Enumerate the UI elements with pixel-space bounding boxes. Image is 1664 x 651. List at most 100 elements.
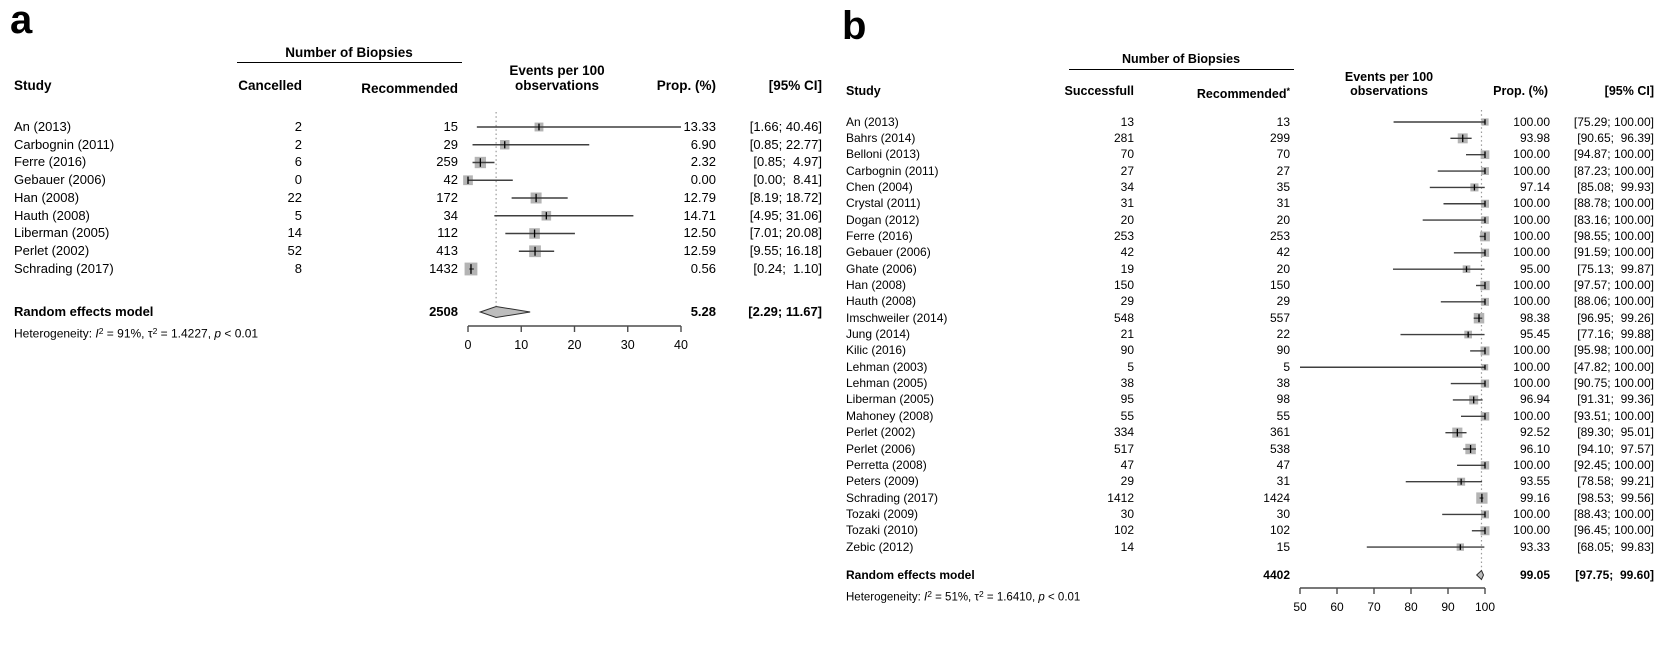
proportion-value: 12.59 <box>683 243 716 259</box>
recommended-count: 29 <box>443 136 458 152</box>
proportion-value: 100.00 <box>1513 278 1550 293</box>
study-name: Chen (2004) <box>846 179 913 194</box>
study-name: Gebauer (2006) <box>846 245 931 260</box>
study-name: Ghate (2006) <box>846 261 917 276</box>
recommended-column-header: Recommended <box>318 79 458 97</box>
confidence-interval-value: [94.10; 97.57] <box>1577 441 1654 456</box>
prop-column-header: Prop. (%) <box>656 78 716 93</box>
heterogeneity-segment: p <box>1038 591 1045 604</box>
confidence-interval-value: [90.75; 100.00] <box>1573 376 1654 391</box>
heterogeneity-segment: < 0.01 <box>221 326 259 341</box>
proportion-value: 6.90 <box>690 136 716 152</box>
recommended-count: 13 <box>1276 114 1290 129</box>
cancelled-count: 22 <box>287 189 302 205</box>
successful-count: 29 <box>1120 474 1134 489</box>
heterogeneity-segment: I <box>924 591 928 604</box>
heterogeneity-segment: 2 <box>927 588 932 599</box>
successful-count: 95 <box>1120 392 1134 407</box>
proportion-value: 12.79 <box>683 189 716 205</box>
recommended-count: 20 <box>1276 261 1290 276</box>
recommended-count: 42 <box>1276 245 1290 260</box>
confidence-interval-value: [75.29; 100.00] <box>1573 114 1654 129</box>
proportion-value: 93.98 <box>1519 130 1550 145</box>
recommended-column-header-sup: * <box>1286 86 1290 96</box>
cancelled-count: 6 <box>294 154 302 170</box>
proportion-value: 2.32 <box>690 154 716 170</box>
proportion-value: 100.00 <box>1513 147 1550 162</box>
study-name: Perlet (2002) <box>846 425 916 440</box>
axis-tick-label: 0 <box>465 338 472 352</box>
heterogeneity-segment: = 1.4227, <box>157 326 215 341</box>
proportion-value: 98.38 <box>1519 310 1550 325</box>
cancelled-count: 14 <box>287 225 302 241</box>
recommended-count: 31 <box>1276 474 1290 489</box>
heterogeneity-segment: 2 <box>979 588 984 599</box>
successful-count: 31 <box>1120 196 1134 211</box>
study-name: Tozaki (2010) <box>846 523 919 538</box>
study-name: Lehman (2005) <box>846 376 928 391</box>
recommended-count: 35 <box>1276 179 1290 194</box>
events-header-line2: observations <box>1350 83 1428 98</box>
recommended-count: 299 <box>1269 130 1290 145</box>
study-name: Liberman (2005) <box>846 392 935 407</box>
cancelled-count: 8 <box>294 260 302 276</box>
effect-square <box>541 210 552 221</box>
study-name: Imschweiler (2014) <box>846 310 948 325</box>
cancelled-count: 5 <box>294 207 302 223</box>
confidence-interval-value: [96.95; 99.26] <box>1577 310 1654 325</box>
recommended-count: 361 <box>1269 425 1290 440</box>
events-header-line1: Events per 100 <box>509 63 605 78</box>
heterogeneity-note: Heterogeneity: I2 = 91%, τ2 = 1.4227, p … <box>14 324 454 341</box>
recommended-count: 150 <box>1269 278 1290 293</box>
successful-count: 20 <box>1120 212 1134 227</box>
recommended-count: 538 <box>1269 441 1290 456</box>
axis-tick-label: 100 <box>1475 600 1495 614</box>
successful-count: 34 <box>1120 179 1134 194</box>
study-name: Dogan (2012) <box>846 212 920 227</box>
study-name: Perlet (2002) <box>14 243 90 259</box>
successful-count: 1412 <box>1107 490 1134 505</box>
effect-square <box>530 192 542 204</box>
study-name: Belloni (2013) <box>846 147 921 162</box>
study-name: An (2013) <box>846 114 899 129</box>
study-name: Zebic (2012) <box>846 539 914 554</box>
confidence-interval-value: [0.85; 4.97] <box>753 154 822 170</box>
proportion-value: 100.00 <box>1513 228 1550 243</box>
study-name: Han (2008) <box>846 278 907 293</box>
recommended-count: 30 <box>1276 506 1290 521</box>
study-name: Bahrs (2014) <box>846 130 916 145</box>
heterogeneity-segment: 2 <box>98 325 104 336</box>
proportion-value: 100.00 <box>1513 245 1550 260</box>
study-column-header: Study <box>14 78 52 93</box>
heterogeneity-segment: I <box>95 326 99 341</box>
successful-count: 19 <box>1120 261 1134 276</box>
effect-square <box>463 175 473 186</box>
proportion-value: 96.94 <box>1519 392 1550 407</box>
group-header-underline <box>1069 69 1294 70</box>
study-name: Tozaki (2009) <box>846 506 919 521</box>
axis-tick-label: 10 <box>514 338 528 352</box>
confidence-interval-value: [97.57; 100.00] <box>1573 278 1654 293</box>
proportion-value: 100.00 <box>1513 294 1550 309</box>
successful-count: 548 <box>1113 310 1134 325</box>
successful-count: 70 <box>1120 147 1134 162</box>
study-name: Lehman (2003) <box>846 359 928 374</box>
random-effects-label: Random effects model <box>14 303 154 319</box>
successful-count: 55 <box>1120 408 1134 423</box>
heterogeneity-segment: Heterogeneity: <box>14 326 96 341</box>
total-count: 2508 <box>429 303 458 319</box>
successful-count: 47 <box>1120 457 1134 472</box>
effect-square <box>534 122 544 132</box>
study-name: Mahoney (2008) <box>846 408 934 423</box>
confidence-interval-value: [88.06; 100.00] <box>1573 294 1654 309</box>
confidence-interval-value: [94.87; 100.00] <box>1573 147 1654 162</box>
group-header-underline <box>237 62 462 63</box>
effect-square <box>529 245 541 258</box>
confidence-interval-value: [1.66; 40.46] <box>749 118 822 134</box>
recommended-column-header: Recommended* <box>1150 85 1290 102</box>
study-name: Ferre (2016) <box>846 228 913 243</box>
events-header-line1: Events per 100 <box>1344 70 1434 84</box>
recommended-count: 38 <box>1276 376 1290 391</box>
heterogeneity-note: Heterogeneity: I2 = 51%, τ2 = 1.6410, p … <box>846 588 1286 605</box>
proportion-value: 100.00 <box>1513 523 1550 538</box>
